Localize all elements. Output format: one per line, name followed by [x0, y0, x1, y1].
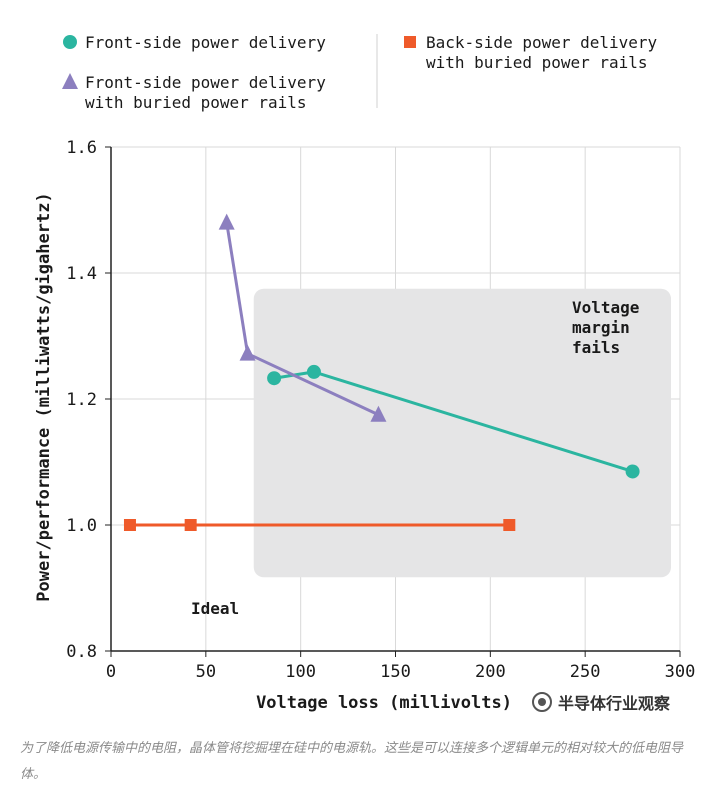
- x-tick-label: 150: [380, 662, 411, 682]
- shaded-region: [253, 288, 672, 578]
- data-point: [503, 519, 516, 531]
- data-point: [267, 371, 282, 386]
- y-tick-label: 1.2: [66, 390, 97, 410]
- legend-label-line: Back-side power delivery: [426, 33, 658, 52]
- legend-label: Front-side power delivery: [85, 33, 326, 52]
- series-1: [267, 364, 640, 479]
- y-tick-label: 0.8: [66, 642, 97, 662]
- legend-label-line: with buried power rails: [85, 93, 307, 112]
- data-point: [370, 405, 387, 422]
- legend-label-line: Front-side power delivery: [85, 73, 326, 92]
- series-3: [123, 519, 516, 531]
- series-2: [218, 213, 387, 422]
- series: [123, 213, 640, 531]
- annotation-line: Voltage: [572, 298, 639, 317]
- watermark: 半导体行业观察: [532, 690, 670, 714]
- legend-label: Front-side power delivery with buried pow…: [85, 73, 326, 112]
- data-point: [184, 519, 197, 531]
- legend-marker: [62, 73, 78, 89]
- legend-item-2: Front-side power delivery with buried pow…: [62, 73, 326, 112]
- x-tick-label: 0: [106, 662, 116, 682]
- annotation-line: Ideal: [191, 599, 239, 618]
- legend-item-1: Front-side power delivery: [63, 33, 326, 52]
- axes: 0 50 100 150 200 250 300 0.8 1.0 1.2 1.4 1.6: [66, 138, 695, 682]
- y-tick-label: 1.4: [66, 264, 97, 284]
- x-tick-label: 250: [570, 662, 601, 682]
- x-tick-label: 50: [196, 662, 216, 682]
- data-point: [239, 344, 256, 361]
- y-tick-label: 1.6: [66, 138, 97, 158]
- caption: 为了降低电源传输中的电阻，晶体管将挖掘埋在硅中的电源轨。这些是可以连接多个逻辑单…: [20, 741, 684, 782]
- data-point: [123, 519, 136, 531]
- annotation-line: fails: [572, 338, 620, 357]
- annotation-ideal: Ideal: [191, 599, 239, 618]
- annotations: Voltage margin fails Ideal: [191, 298, 639, 618]
- wechat-icon: [532, 692, 552, 712]
- data-point: [218, 213, 235, 230]
- voltage-margin-region: [253, 288, 672, 578]
- legend-label-line: Front-side power delivery: [85, 33, 326, 52]
- x-tick-label: 200: [475, 662, 506, 682]
- x-tick-label: 300: [665, 662, 696, 682]
- legend-marker: [404, 36, 416, 48]
- y-axis-title: Power/performance (milliwatts/gigahertz): [34, 192, 54, 601]
- y-tick-label: 1.0: [66, 516, 97, 536]
- x-axis-title: Voltage loss (millivolts): [256, 693, 512, 713]
- legend-marker: [63, 35, 77, 49]
- data-point: [306, 364, 321, 379]
- legend-label-line: with buried power rails: [426, 53, 648, 72]
- annotation-line: margin: [572, 318, 630, 337]
- legend-label: Back-side power delivery with buried powe…: [426, 33, 658, 72]
- x-tick-label: 100: [285, 662, 316, 682]
- watermark-text: 半导体行业观察: [558, 694, 671, 713]
- annotation-margin: Voltage margin fails: [572, 298, 639, 357]
- legend-item-3: Back-side power delivery with buried powe…: [404, 33, 658, 72]
- data-point: [625, 464, 640, 479]
